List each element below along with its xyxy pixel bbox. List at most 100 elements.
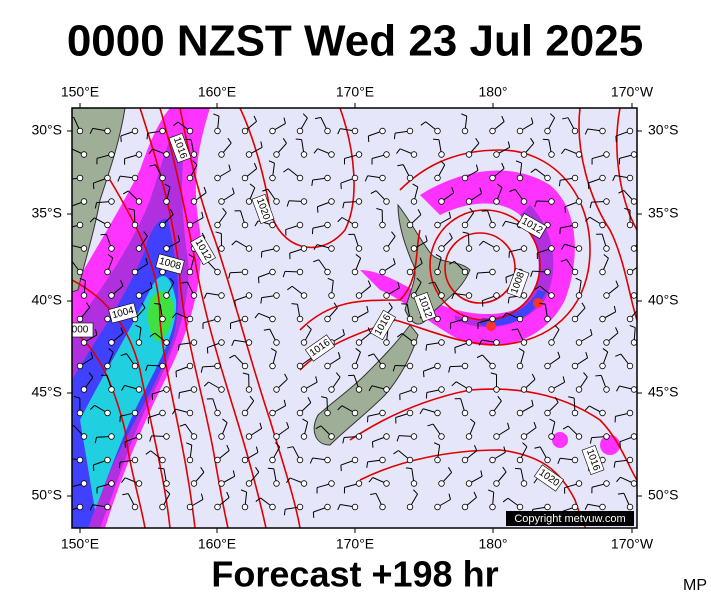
station bbox=[328, 245, 335, 252]
barb-flag bbox=[549, 418, 556, 423]
isobar-label-text: 000 bbox=[72, 325, 89, 336]
station bbox=[76, 456, 84, 464]
station bbox=[599, 409, 606, 417]
station bbox=[544, 362, 551, 370]
station bbox=[324, 268, 331, 276]
station bbox=[603, 198, 610, 205]
station bbox=[135, 151, 143, 158]
station bbox=[406, 456, 414, 464]
isobar-label: 1016 bbox=[581, 445, 605, 475]
barb-flag bbox=[283, 509, 286, 516]
station bbox=[104, 268, 111, 276]
barb-flag bbox=[313, 148, 319, 154]
station bbox=[104, 362, 111, 370]
footer: Forecast +198 hr bbox=[211, 554, 498, 595]
barb-flag bbox=[228, 164, 231, 171]
barb-flag bbox=[396, 435, 400, 442]
barb-flag bbox=[502, 220, 506, 227]
station bbox=[544, 456, 551, 464]
lon-label-top: 180° bbox=[479, 84, 508, 100]
station bbox=[190, 339, 198, 346]
barb-flag bbox=[629, 324, 636, 329]
station bbox=[493, 292, 500, 299]
isobar bbox=[429, 209, 541, 321]
station bbox=[383, 292, 390, 299]
station bbox=[461, 409, 469, 417]
barb-flag bbox=[355, 254, 361, 259]
barb-flag bbox=[581, 302, 586, 309]
barb-flag bbox=[542, 138, 549, 141]
station bbox=[406, 315, 414, 323]
station bbox=[214, 174, 221, 182]
barb-flag bbox=[314, 117, 322, 120]
station bbox=[379, 456, 386, 464]
station bbox=[76, 127, 84, 135]
wind-barbs bbox=[72, 113, 647, 519]
barb-flag bbox=[392, 365, 396, 372]
barb-flag bbox=[282, 138, 287, 144]
station bbox=[489, 503, 496, 511]
barb-flag bbox=[432, 138, 440, 141]
station bbox=[465, 433, 473, 440]
barb-flag bbox=[283, 168, 289, 173]
station bbox=[245, 198, 253, 205]
barb-flag bbox=[564, 206, 566, 213]
barb-flag bbox=[366, 305, 369, 312]
barb-flag bbox=[253, 115, 257, 122]
station bbox=[603, 386, 610, 393]
barb-flag bbox=[562, 117, 569, 120]
barb-flag bbox=[475, 137, 480, 144]
isobar bbox=[139, 108, 229, 528]
barb-flag bbox=[584, 128, 589, 135]
station bbox=[351, 221, 359, 229]
barb-flag bbox=[533, 477, 538, 484]
south-island bbox=[313, 324, 419, 446]
station bbox=[190, 480, 198, 487]
isobar-label: 1008 bbox=[506, 268, 530, 298]
station bbox=[516, 456, 524, 464]
station bbox=[214, 127, 221, 135]
station bbox=[544, 409, 551, 417]
station bbox=[379, 268, 386, 276]
station bbox=[434, 362, 441, 370]
station bbox=[351, 456, 359, 464]
barb-flag bbox=[342, 202, 345, 209]
copyright-box bbox=[506, 511, 634, 526]
lon-label-bottom: 180° bbox=[479, 536, 508, 552]
station bbox=[406, 174, 414, 182]
barb-flag bbox=[554, 396, 559, 403]
lat-label-left: 40°S bbox=[31, 292, 62, 308]
station bbox=[406, 409, 414, 417]
station bbox=[80, 151, 88, 158]
barb-flag bbox=[231, 240, 237, 246]
barb-flag bbox=[602, 348, 608, 353]
barb-flag bbox=[469, 207, 474, 214]
barb-flag bbox=[645, 282, 647, 288]
barb-flag bbox=[165, 489, 171, 495]
station bbox=[108, 339, 115, 346]
barb-flag bbox=[462, 231, 469, 234]
station bbox=[273, 433, 280, 440]
barb-flag bbox=[530, 168, 536, 173]
barb-flag bbox=[255, 466, 260, 473]
station bbox=[493, 433, 500, 440]
barb-flag bbox=[422, 371, 425, 378]
barb-flag bbox=[392, 258, 396, 265]
station bbox=[269, 315, 276, 323]
station bbox=[520, 245, 528, 252]
lon-label-top: 150°E bbox=[61, 84, 99, 100]
barb-flag bbox=[497, 395, 502, 402]
station bbox=[410, 339, 418, 346]
station bbox=[599, 268, 606, 276]
barb-flag bbox=[476, 354, 483, 359]
barb-flag bbox=[342, 437, 345, 444]
barb-flag bbox=[337, 504, 341, 511]
barb-flag bbox=[135, 324, 142, 329]
barb-flag bbox=[200, 366, 204, 373]
station bbox=[296, 456, 304, 464]
barb-flag bbox=[435, 254, 442, 258]
barb-flag bbox=[226, 491, 230, 498]
barb-flag bbox=[172, 408, 176, 415]
station bbox=[108, 151, 115, 158]
station bbox=[626, 315, 634, 323]
